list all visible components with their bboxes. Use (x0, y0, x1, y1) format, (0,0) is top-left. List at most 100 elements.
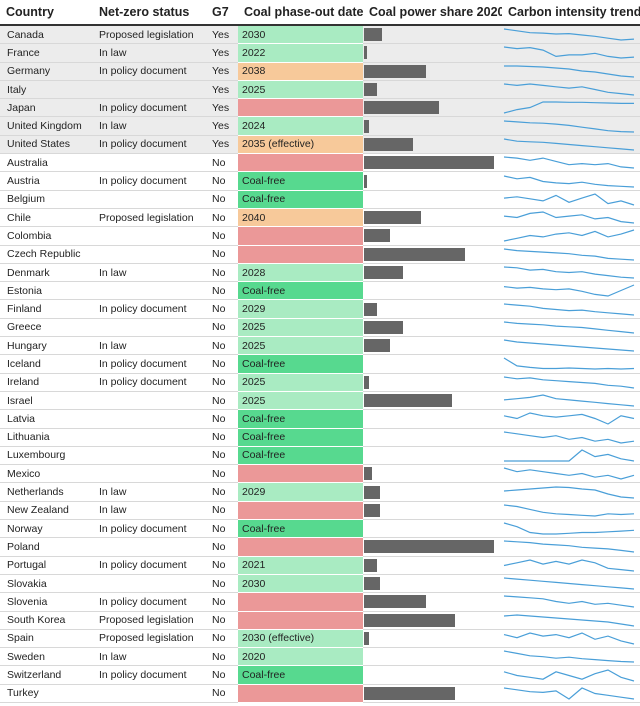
carbon-intensity-sparkline (503, 302, 635, 316)
carbon-intensity-trend-cell (502, 153, 640, 173)
g7-cell: Yes (206, 80, 238, 100)
table-row: Finland In policy document No 2029 (0, 299, 640, 319)
trend-line (503, 467, 635, 480)
table-row: Greece No 2025 (0, 318, 640, 338)
coal-share-cell (363, 245, 502, 264)
coal-phase-out-cell: 2029 (238, 299, 363, 319)
g7-cell: No (206, 299, 238, 319)
net-zero-status-cell: Proposed legislation (93, 611, 206, 630)
table-row: Belgium No Coal-free (0, 190, 640, 209)
net-zero-status-cell (93, 318, 206, 338)
g7-cell: No (206, 611, 238, 630)
carbon-intensity-trend-cell (502, 409, 640, 429)
carbon-intensity-sparkline (503, 504, 635, 517)
g7-cell: No (206, 464, 238, 484)
coal-share-cell (363, 556, 502, 575)
coal-share-bar (364, 247, 466, 261)
coal-share-bar (364, 137, 414, 151)
table-row: United States In policy document Yes 2035 (… (0, 135, 640, 155)
coal-phase-out-cell: 2020 (238, 647, 363, 667)
table-row: Turkey No (0, 684, 640, 703)
g7-cell: No (206, 446, 238, 466)
coal-phase-out-cell (238, 537, 363, 557)
table-row: France In law Yes 2022 (0, 43, 640, 63)
coal-share-cell (363, 482, 502, 502)
carbon-intensity-sparkline (503, 156, 635, 169)
coal-share-bar (364, 101, 440, 115)
net-zero-status-cell (93, 409, 206, 429)
coal-share-bar (364, 339, 390, 353)
carbon-intensity-trend-cell (502, 98, 640, 118)
carbon-intensity-trend-cell (502, 43, 640, 63)
carbon-intensity-trend-cell (502, 611, 640, 630)
country-cell: Slovakia (0, 574, 93, 594)
trend-line (503, 46, 635, 60)
carbon-intensity-trend-cell (502, 684, 640, 703)
trend-line (503, 266, 635, 279)
g7-cell: No (206, 318, 238, 338)
table-row: Denmark In law No 2028 (0, 263, 640, 283)
coal-phase-out-cell: Coal-free (238, 354, 363, 374)
country-cell: Sweden (0, 647, 93, 667)
country-cell: Portugal (0, 556, 93, 575)
table-row: Hungary In law No 2025 (0, 336, 640, 356)
country-cell: Australia (0, 153, 93, 173)
coal-share-bar (364, 595, 427, 609)
g7-cell: No (206, 647, 238, 667)
g7-cell: No (206, 281, 238, 301)
header-carbon-intensity-trend: Carbon intensity trend (502, 0, 640, 26)
trend-line (503, 229, 635, 242)
coal-share-cell (363, 208, 502, 228)
table-row: Czech Republic No (0, 245, 640, 264)
g7-cell: No (206, 226, 238, 246)
table-row: Canada Proposed legislation Yes 2030 (0, 25, 640, 45)
trend-line (504, 449, 635, 462)
coal-share-cell (363, 80, 502, 100)
net-zero-status-cell: In law (93, 116, 206, 136)
net-zero-status-cell (93, 574, 206, 594)
carbon-intensity-trend-cell (502, 281, 640, 301)
country-cell: Norway (0, 519, 93, 539)
coal-share-bar (364, 46, 367, 60)
header-country: Country (0, 0, 93, 26)
trend-line (503, 577, 635, 590)
net-zero-status-cell (93, 684, 206, 703)
country-cell: Austria (0, 171, 93, 191)
carbon-intensity-sparkline (503, 284, 635, 297)
trend-line (503, 120, 635, 133)
table-row: Italy Yes 2025 (0, 80, 640, 100)
g7-cell: No (206, 171, 238, 191)
coal-share-cell (363, 318, 502, 338)
coal-phase-out-cell: Coal-free (238, 446, 363, 466)
coal-share-bar (364, 558, 377, 572)
trend-line (503, 357, 635, 371)
trend-line (503, 632, 635, 645)
carbon-intensity-sparkline (503, 595, 635, 608)
net-zero-status-cell (93, 446, 206, 466)
carbon-intensity-sparkline (503, 431, 635, 444)
header-net-zero-status: Net-zero status (93, 0, 206, 26)
coal-phase-out-cell: 2030 (effective) (238, 629, 363, 649)
g7-cell: No (206, 373, 238, 392)
g7-cell: Yes (206, 43, 238, 63)
coal-share-bar (364, 540, 494, 554)
trend-line (503, 174, 635, 188)
country-cell: Poland (0, 537, 93, 557)
coal-share-cell (363, 373, 502, 392)
net-zero-status-cell (93, 226, 206, 246)
carbon-intensity-sparkline (503, 83, 635, 96)
coal-phase-out-cell: Coal-free (238, 665, 363, 685)
carbon-intensity-trend-cell (502, 647, 640, 667)
coal-phase-out-cell: 2028 (238, 263, 363, 283)
trend-line (503, 83, 635, 96)
coal-phase-out-cell (238, 153, 363, 173)
coal-share-bar (364, 28, 383, 42)
coal-phase-out-cell: 2025 (238, 80, 363, 100)
g7-cell: No (206, 574, 238, 594)
coal-share-bar (364, 686, 455, 700)
net-zero-status-cell (93, 80, 206, 100)
table-row: Slovenia In policy document No (0, 592, 640, 612)
coal-phase-out-cell: Coal-free (238, 409, 363, 429)
trend-line (503, 687, 635, 700)
header-coal-phase-out-date: Coal phase-out date (238, 0, 363, 26)
